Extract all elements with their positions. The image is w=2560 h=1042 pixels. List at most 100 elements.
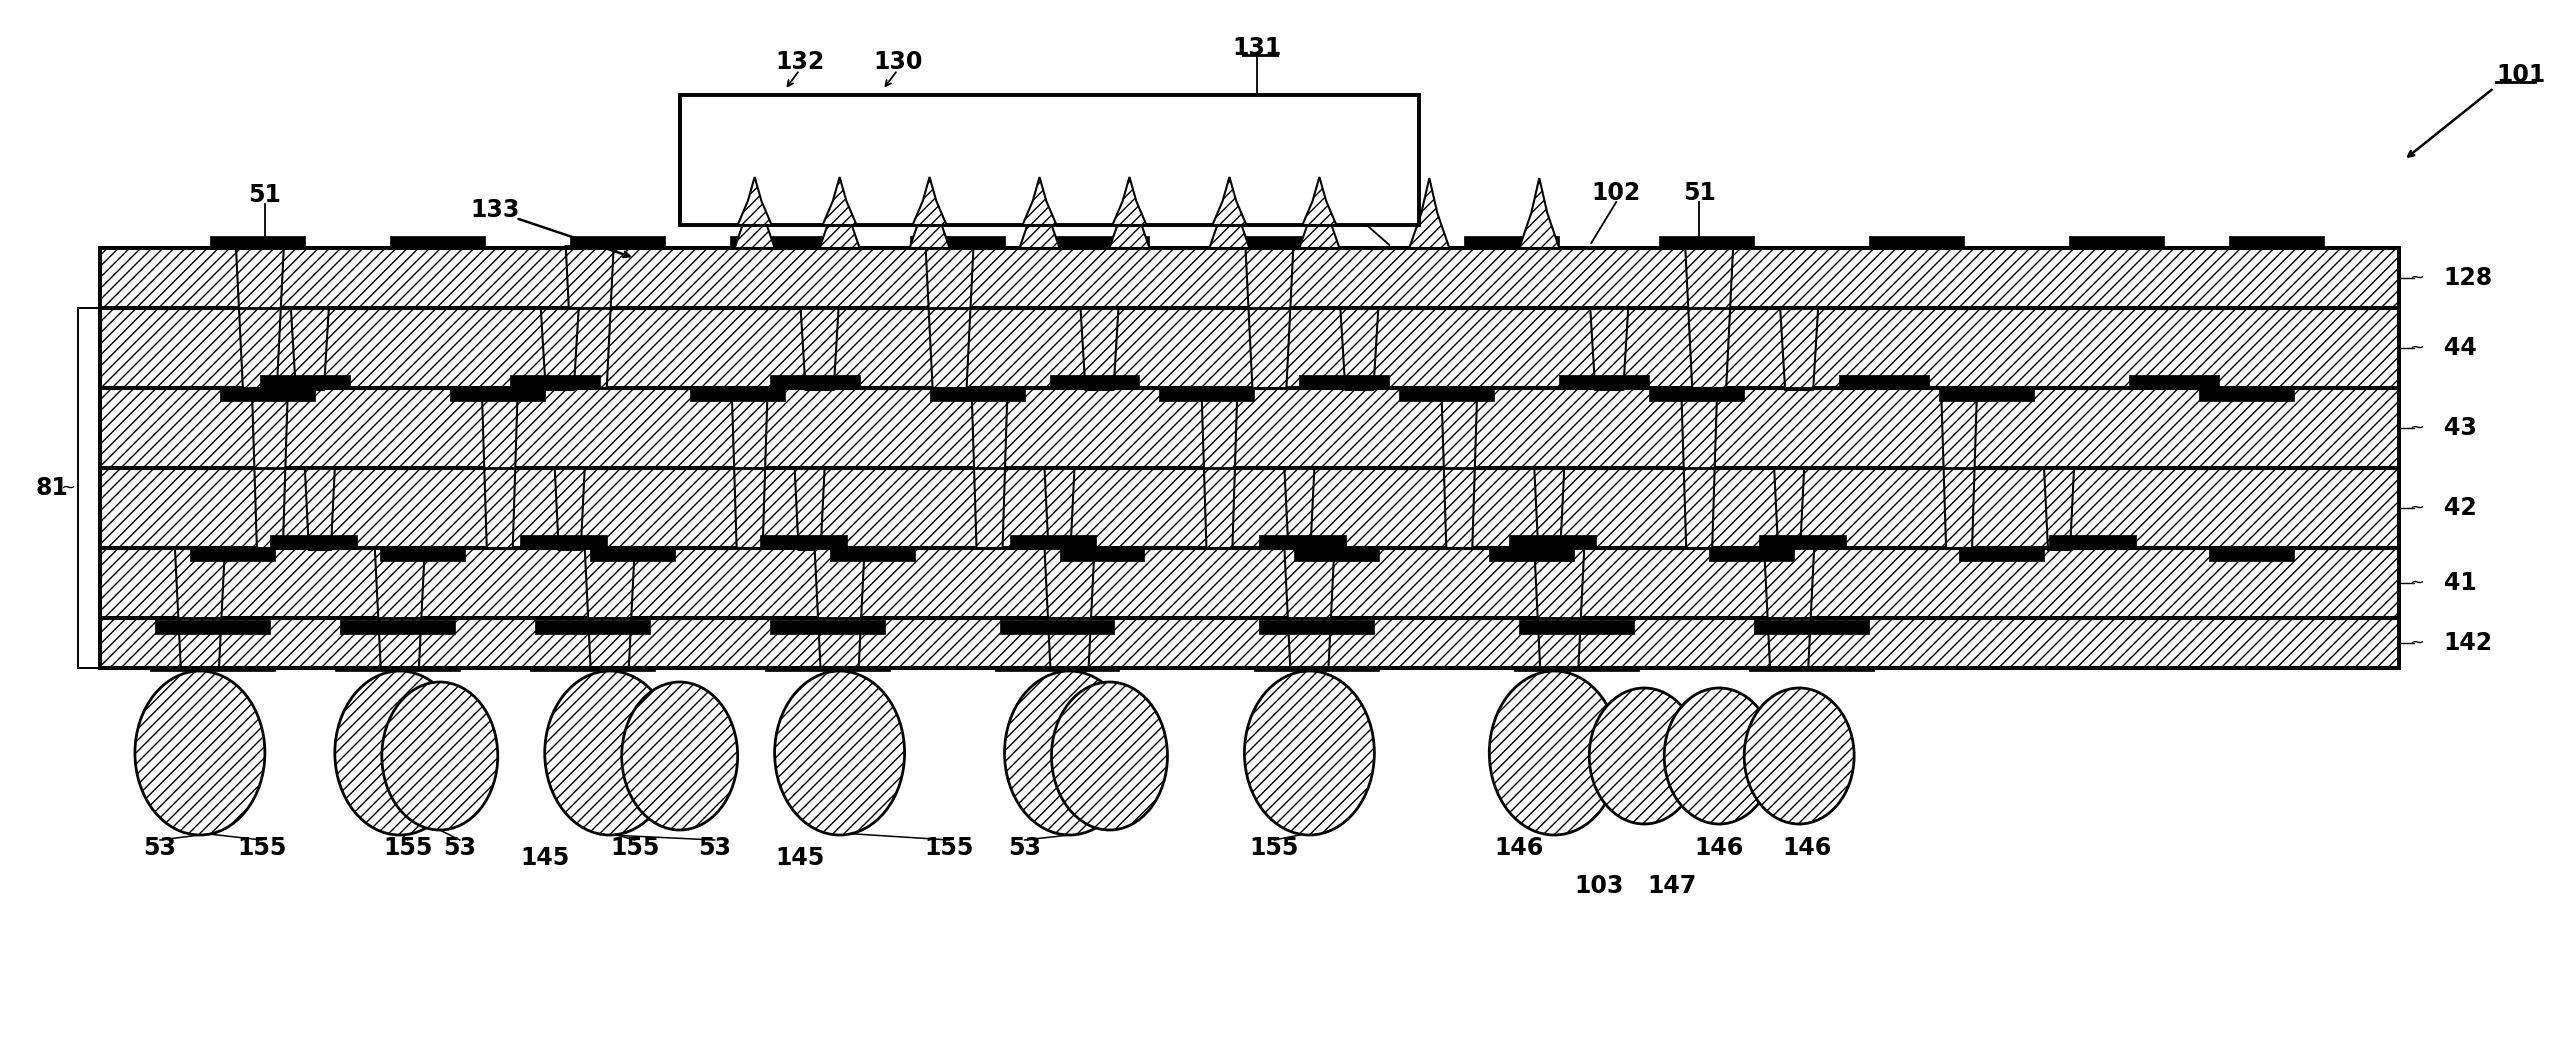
Bar [1518,620,1633,634]
Bar [261,375,351,387]
Ellipse shape [1004,671,1134,835]
Polygon shape [1518,178,1559,248]
Text: 133: 133 [471,198,520,222]
Text: 145: 145 [520,846,568,870]
Bar [589,549,676,561]
Bar [210,235,305,248]
Polygon shape [1114,177,1147,225]
Polygon shape [1303,177,1336,225]
Polygon shape [1764,548,1815,670]
Polygon shape [1208,178,1249,248]
Text: ~: ~ [2409,339,2424,357]
Bar [2199,389,2294,401]
Text: 81: 81 [36,476,69,500]
Ellipse shape [1590,688,1700,824]
Polygon shape [540,308,579,390]
Bar [730,235,824,248]
Text: 43: 43 [2445,416,2476,440]
Bar [269,535,356,547]
Bar [100,548,2399,618]
Text: 131: 131 [1234,36,1283,60]
Bar [2130,375,2220,387]
Polygon shape [911,177,947,225]
Bar [1958,549,2043,561]
Polygon shape [1682,388,1718,548]
Bar [100,618,2399,668]
Polygon shape [1774,468,1805,550]
Polygon shape [1021,177,1057,225]
Ellipse shape [1244,671,1375,835]
Polygon shape [1341,308,1377,390]
Bar [1254,666,1380,671]
Polygon shape [1108,178,1149,248]
Text: 51: 51 [1682,181,1715,205]
Ellipse shape [1664,688,1774,824]
Polygon shape [174,548,225,670]
Bar [1710,549,1795,561]
Bar [1838,375,1930,387]
Bar [765,666,888,671]
Polygon shape [236,246,284,388]
Bar [520,535,607,547]
Polygon shape [1533,468,1564,550]
Text: ~: ~ [2409,634,2424,652]
Ellipse shape [545,671,676,835]
Text: 132: 132 [776,50,824,74]
Polygon shape [737,177,771,225]
Ellipse shape [1052,683,1167,830]
Bar [1260,535,1347,547]
Bar [1400,389,1495,401]
Bar [1938,389,2035,401]
Polygon shape [801,308,840,390]
Bar [1869,235,1964,248]
Bar [681,95,1418,225]
Bar [1050,375,1139,387]
Text: 103: 103 [1574,874,1623,898]
Text: 155: 155 [1249,836,1298,860]
Polygon shape [822,177,858,225]
Bar [689,389,783,401]
Bar [909,235,1004,248]
Polygon shape [2043,468,2074,550]
Ellipse shape [1490,671,1620,835]
Polygon shape [1940,388,1976,548]
Polygon shape [1411,178,1449,248]
Bar [340,620,456,634]
Polygon shape [732,388,768,548]
Text: ~: ~ [2409,269,2424,287]
Bar [1510,535,1597,547]
Bar [1490,549,1574,561]
Bar [1464,235,1559,248]
Polygon shape [1044,548,1096,670]
Bar [1659,235,1754,248]
Text: ~: ~ [2409,574,2424,592]
Bar [993,666,1119,671]
Polygon shape [1201,388,1236,548]
Bar [100,388,2399,468]
Polygon shape [305,468,335,550]
Bar [451,389,545,401]
Ellipse shape [776,671,904,835]
Bar [2068,235,2163,248]
Bar [151,666,274,671]
Bar [1300,375,1390,387]
Bar [760,535,847,547]
Bar [189,549,274,561]
Polygon shape [1779,308,1818,390]
Polygon shape [481,388,517,548]
Polygon shape [1684,246,1733,388]
Polygon shape [927,246,973,388]
Text: 147: 147 [1649,874,1697,898]
Bar [771,620,886,634]
Bar [100,468,2399,548]
Bar [1748,666,1874,671]
Text: 128: 128 [2445,266,2493,290]
Bar [100,248,2399,308]
Bar [571,235,666,248]
Polygon shape [1044,468,1075,550]
Ellipse shape [622,683,737,830]
Polygon shape [1441,388,1477,548]
Bar [929,389,1024,401]
Polygon shape [1244,246,1293,388]
Text: 42: 42 [2445,496,2476,520]
